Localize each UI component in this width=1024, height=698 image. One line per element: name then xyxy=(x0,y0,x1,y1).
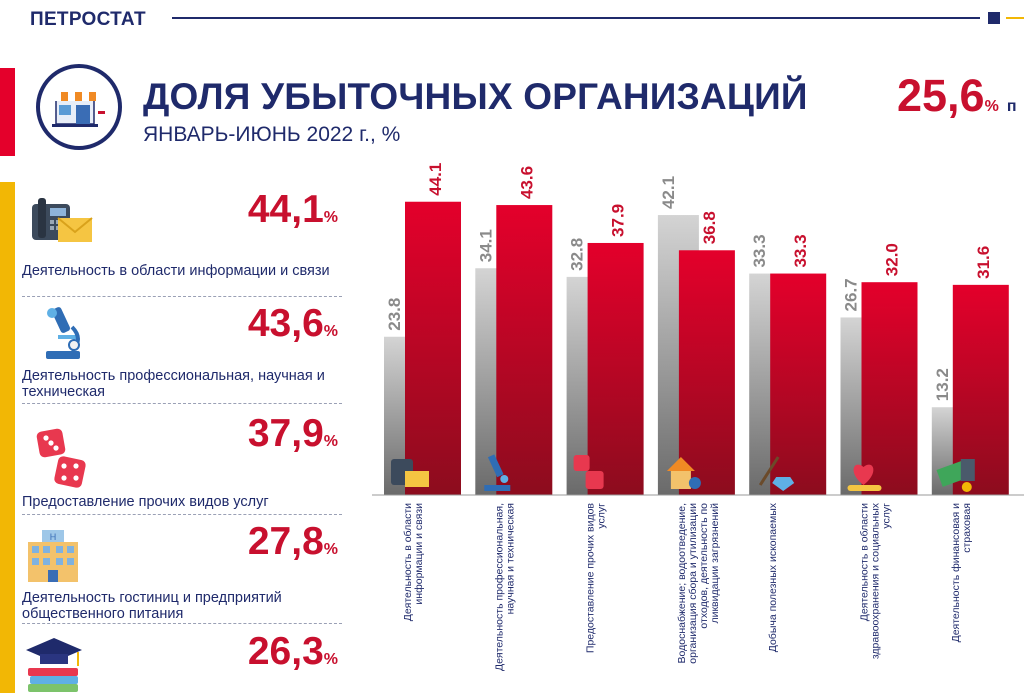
left-item-value: 43,6% xyxy=(170,302,338,346)
category-label-line: ликвидации загрязнений xyxy=(709,503,721,624)
category-label: Водоснабжение; водоотведение,организация… xyxy=(676,503,721,664)
left-item-label: Деятельность профессиональная, научная и… xyxy=(22,368,325,400)
category-label-line: Водоснабжение; водоотведение, xyxy=(676,503,688,663)
left-item-value: 26,3% xyxy=(170,630,338,674)
grey-data-label: 33.3 xyxy=(750,234,769,267)
category-label-line: Предоставление прочих видов xyxy=(585,503,597,654)
category-label: Деятельность профессиональная,научная и … xyxy=(493,503,516,671)
category-label-line: Деятельность профессиональная, xyxy=(493,503,505,671)
bar-red xyxy=(496,205,553,495)
dice-icon xyxy=(36,428,88,495)
left-item-unit: % xyxy=(323,651,338,668)
left-separator xyxy=(22,403,342,404)
dice-icon xyxy=(573,455,604,489)
headline-figure: 25,6% п xyxy=(897,70,1017,122)
category-label-line: страховая xyxy=(961,503,973,553)
graduation-books-icon xyxy=(24,636,84,698)
left-item-value: 44,1% xyxy=(170,188,338,232)
red-data-label: 43.6 xyxy=(517,166,536,199)
page-title: ДОЛЯ УБЫТОЧНЫХ ОРГАНИЗАЦИЙ xyxy=(143,76,808,117)
category-label-line: отходов, деятельность по xyxy=(698,503,710,629)
bar-red xyxy=(861,282,918,495)
left-item-number: 37,9 xyxy=(247,412,324,455)
category-label-line: Деятельность в области xyxy=(859,503,871,621)
brand-name: ПЕТРОСТАТ xyxy=(30,9,146,30)
red-data-label: 36.8 xyxy=(700,211,719,244)
top-rule-square xyxy=(988,12,1000,24)
heart-hand-icon xyxy=(847,464,882,491)
grey-data-label: 23.8 xyxy=(385,298,404,331)
category-label: Деятельность в областиздравоохранения и … xyxy=(859,502,893,659)
headline-unit: % xyxy=(984,98,999,115)
left-item-number: 44,1 xyxy=(247,188,324,231)
bar-red xyxy=(587,242,644,495)
category-label-line: услуг xyxy=(881,503,893,529)
shop-icon xyxy=(52,92,105,127)
red-data-label: 32.0 xyxy=(883,243,902,276)
red-data-label: 31.6 xyxy=(974,246,993,279)
microscope-icon xyxy=(38,305,88,368)
category-label: Добыча полезных ископаемых xyxy=(767,502,779,652)
left-item-unit: % xyxy=(323,541,338,558)
left-item-unit: % xyxy=(323,433,338,450)
left-separator xyxy=(22,296,342,297)
category-label-line: услуг xyxy=(596,503,608,529)
shovel-diamond-icon xyxy=(758,456,795,491)
shop-emblem xyxy=(36,64,122,150)
grey-data-label: 34.1 xyxy=(476,229,495,262)
top-rule xyxy=(172,17,980,19)
red-data-label: 33.3 xyxy=(791,234,810,267)
left-item-label: Предоставление прочих видов услуг xyxy=(22,494,269,510)
grey-data-label: 32.8 xyxy=(568,238,587,271)
left-item-number: 26,3 xyxy=(247,630,324,673)
hotel-icon: H xyxy=(24,528,82,589)
left-separator xyxy=(22,514,342,515)
phone-envelope-icon xyxy=(391,459,429,487)
category-label: Деятельность в областиинформации и связи xyxy=(402,503,425,621)
red-data-label: 44.1 xyxy=(426,163,445,196)
headline-value: 25,6 xyxy=(897,70,985,121)
left-item-label: Деятельность гостиниц и предприятий обще… xyxy=(22,590,282,622)
category-label-line: Деятельность в области xyxy=(402,503,414,621)
red-edge-bar xyxy=(0,68,15,156)
left-item-value: 27,8% xyxy=(170,520,338,564)
grey-data-label: 42.1 xyxy=(659,176,678,209)
left-item-number: 27,8 xyxy=(247,520,324,563)
grey-data-label: 26.7 xyxy=(842,278,861,311)
category-label-line: информации и связи xyxy=(413,503,425,605)
left-item-value: 37,9% xyxy=(170,412,338,456)
category-label-line: научная и техническая xyxy=(504,503,516,614)
category-label-line: здравоохранения и социальных xyxy=(870,502,882,659)
red-data-label: 37.9 xyxy=(609,204,628,237)
category-label: Деятельность финансовая истраховая xyxy=(950,503,973,643)
left-item-unit: % xyxy=(323,209,338,226)
svg-text:H: H xyxy=(50,532,57,542)
left-item-unit: % xyxy=(323,323,338,340)
phone-envelope-icon xyxy=(30,196,94,251)
yellow-edge-bar xyxy=(0,182,15,693)
bar-red xyxy=(405,201,461,496)
category-label-line: Добыча полезных ископаемых xyxy=(767,502,779,652)
headline-note: п xyxy=(1006,98,1017,115)
left-item-label: Деятельность в области информации и связ… xyxy=(22,263,330,279)
category-label-line: Деятельность финансовая и xyxy=(950,503,962,643)
category-label-line: организация сбора и утилизации xyxy=(687,503,699,664)
house-water-icon xyxy=(666,457,701,489)
bar-red xyxy=(770,273,827,495)
microscope-icon xyxy=(484,454,511,491)
category-label: Предоставление прочих видовуслуг xyxy=(585,503,608,654)
left-separator xyxy=(22,623,342,624)
top-rule-accent xyxy=(1006,17,1024,19)
money-calculator-icon xyxy=(936,459,975,492)
bar-red xyxy=(678,250,735,495)
grey-data-label: 13.2 xyxy=(933,368,952,401)
page-subtitle: ЯНВАРЬ-ИЮНЬ 2022 г., % xyxy=(143,123,401,146)
left-item-number: 43,6 xyxy=(247,302,324,345)
